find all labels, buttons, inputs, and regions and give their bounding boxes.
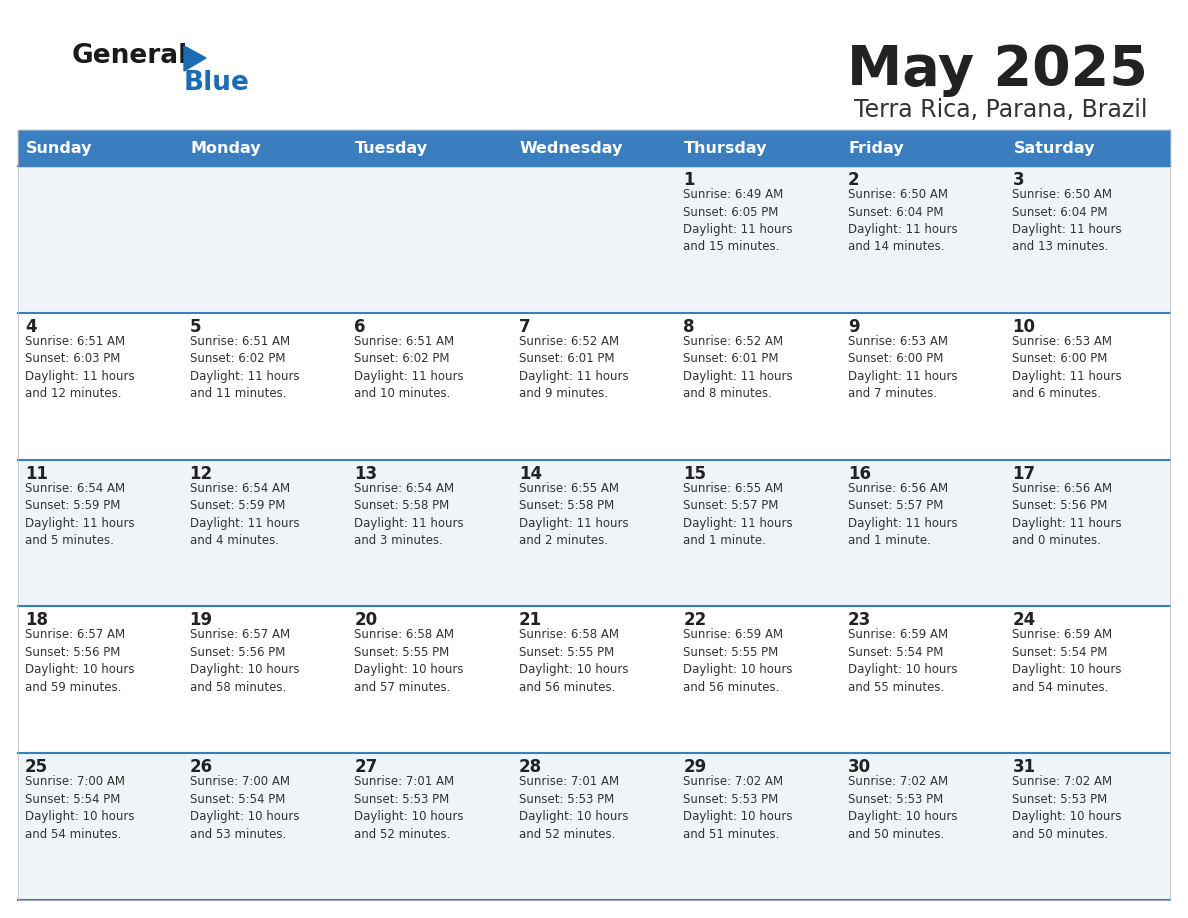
Text: Sunrise: 6:54 AM
Sunset: 5:58 PM
Daylight: 11 hours
and 3 minutes.: Sunrise: 6:54 AM Sunset: 5:58 PM Dayligh… — [354, 482, 463, 547]
Text: 15: 15 — [683, 465, 707, 483]
Text: 9: 9 — [848, 318, 859, 336]
Text: 30: 30 — [848, 758, 871, 777]
Text: May 2025: May 2025 — [847, 43, 1148, 97]
Text: Sunrise: 6:58 AM
Sunset: 5:55 PM
Daylight: 10 hours
and 57 minutes.: Sunrise: 6:58 AM Sunset: 5:55 PM Dayligh… — [354, 629, 463, 694]
Text: Sunrise: 6:59 AM
Sunset: 5:54 PM
Daylight: 10 hours
and 54 minutes.: Sunrise: 6:59 AM Sunset: 5:54 PM Dayligh… — [1012, 629, 1121, 694]
Text: Terra Rica, Parana, Brazil: Terra Rica, Parana, Brazil — [854, 98, 1148, 122]
Bar — [18, 313, 1170, 460]
Text: 22: 22 — [683, 611, 707, 630]
Bar — [18, 460, 1170, 607]
Text: Sunrise: 6:54 AM
Sunset: 5:59 PM
Daylight: 11 hours
and 5 minutes.: Sunrise: 6:54 AM Sunset: 5:59 PM Dayligh… — [25, 482, 134, 547]
Text: General: General — [72, 43, 188, 69]
Text: 18: 18 — [25, 611, 48, 630]
Text: Sunrise: 6:52 AM
Sunset: 6:01 PM
Daylight: 11 hours
and 9 minutes.: Sunrise: 6:52 AM Sunset: 6:01 PM Dayligh… — [519, 335, 628, 400]
Text: Sunrise: 7:02 AM
Sunset: 5:53 PM
Daylight: 10 hours
and 50 minutes.: Sunrise: 7:02 AM Sunset: 5:53 PM Dayligh… — [1012, 775, 1121, 841]
Text: Sunrise: 7:02 AM
Sunset: 5:53 PM
Daylight: 10 hours
and 51 minutes.: Sunrise: 7:02 AM Sunset: 5:53 PM Dayligh… — [683, 775, 792, 841]
Text: 2: 2 — [848, 171, 859, 189]
Text: 29: 29 — [683, 758, 707, 777]
Text: 20: 20 — [354, 611, 378, 630]
Text: Sunrise: 6:53 AM
Sunset: 6:00 PM
Daylight: 11 hours
and 6 minutes.: Sunrise: 6:53 AM Sunset: 6:00 PM Dayligh… — [1012, 335, 1121, 400]
Text: 25: 25 — [25, 758, 49, 777]
Text: Saturday: Saturday — [1013, 140, 1095, 155]
Text: Sunrise: 6:55 AM
Sunset: 5:58 PM
Daylight: 11 hours
and 2 minutes.: Sunrise: 6:55 AM Sunset: 5:58 PM Dayligh… — [519, 482, 628, 547]
Text: Sunrise: 6:51 AM
Sunset: 6:02 PM
Daylight: 11 hours
and 10 minutes.: Sunrise: 6:51 AM Sunset: 6:02 PM Dayligh… — [354, 335, 463, 400]
Bar — [18, 166, 1170, 313]
Text: 1: 1 — [683, 171, 695, 189]
Text: Wednesday: Wednesday — [519, 140, 623, 155]
Text: Friday: Friday — [849, 140, 904, 155]
Text: 7: 7 — [519, 318, 530, 336]
Text: 23: 23 — [848, 611, 871, 630]
Text: Sunrise: 6:57 AM
Sunset: 5:56 PM
Daylight: 10 hours
and 59 minutes.: Sunrise: 6:57 AM Sunset: 5:56 PM Dayligh… — [25, 629, 134, 694]
Text: 31: 31 — [1012, 758, 1036, 777]
Text: Sunrise: 7:01 AM
Sunset: 5:53 PM
Daylight: 10 hours
and 52 minutes.: Sunrise: 7:01 AM Sunset: 5:53 PM Dayligh… — [519, 775, 628, 841]
Text: Sunrise: 6:53 AM
Sunset: 6:00 PM
Daylight: 11 hours
and 7 minutes.: Sunrise: 6:53 AM Sunset: 6:00 PM Dayligh… — [848, 335, 958, 400]
Text: 24: 24 — [1012, 611, 1036, 630]
Text: Sunrise: 6:50 AM
Sunset: 6:04 PM
Daylight: 11 hours
and 14 minutes.: Sunrise: 6:50 AM Sunset: 6:04 PM Dayligh… — [848, 188, 958, 253]
Bar — [18, 607, 1170, 753]
Text: Sunrise: 7:01 AM
Sunset: 5:53 PM
Daylight: 10 hours
and 52 minutes.: Sunrise: 7:01 AM Sunset: 5:53 PM Dayligh… — [354, 775, 463, 841]
Text: Monday: Monday — [190, 140, 261, 155]
Text: Sunrise: 6:56 AM
Sunset: 5:56 PM
Daylight: 11 hours
and 0 minutes.: Sunrise: 6:56 AM Sunset: 5:56 PM Dayligh… — [1012, 482, 1121, 547]
Text: Sunrise: 6:59 AM
Sunset: 5:54 PM
Daylight: 10 hours
and 55 minutes.: Sunrise: 6:59 AM Sunset: 5:54 PM Dayligh… — [848, 629, 958, 694]
Text: 28: 28 — [519, 758, 542, 777]
Text: 12: 12 — [190, 465, 213, 483]
Text: Sunrise: 6:57 AM
Sunset: 5:56 PM
Daylight: 10 hours
and 58 minutes.: Sunrise: 6:57 AM Sunset: 5:56 PM Dayligh… — [190, 629, 299, 694]
Text: Blue: Blue — [184, 70, 249, 96]
Text: Sunrise: 6:50 AM
Sunset: 6:04 PM
Daylight: 11 hours
and 13 minutes.: Sunrise: 6:50 AM Sunset: 6:04 PM Dayligh… — [1012, 188, 1121, 253]
Text: 6: 6 — [354, 318, 366, 336]
Text: 3: 3 — [1012, 171, 1024, 189]
Polygon shape — [184, 46, 206, 71]
Text: 27: 27 — [354, 758, 378, 777]
Bar — [18, 753, 1170, 900]
Text: 17: 17 — [1012, 465, 1036, 483]
Text: 14: 14 — [519, 465, 542, 483]
Text: 8: 8 — [683, 318, 695, 336]
Bar — [18, 130, 1170, 900]
Text: Sunrise: 6:54 AM
Sunset: 5:59 PM
Daylight: 11 hours
and 4 minutes.: Sunrise: 6:54 AM Sunset: 5:59 PM Dayligh… — [190, 482, 299, 547]
Text: 26: 26 — [190, 758, 213, 777]
Text: 21: 21 — [519, 611, 542, 630]
Text: Tuesday: Tuesday — [355, 140, 428, 155]
Text: 13: 13 — [354, 465, 378, 483]
Text: Sunrise: 6:51 AM
Sunset: 6:03 PM
Daylight: 11 hours
and 12 minutes.: Sunrise: 6:51 AM Sunset: 6:03 PM Dayligh… — [25, 335, 134, 400]
Text: 11: 11 — [25, 465, 48, 483]
Text: 16: 16 — [848, 465, 871, 483]
Text: 10: 10 — [1012, 318, 1036, 336]
Text: 4: 4 — [25, 318, 37, 336]
Text: Sunrise: 6:52 AM
Sunset: 6:01 PM
Daylight: 11 hours
and 8 minutes.: Sunrise: 6:52 AM Sunset: 6:01 PM Dayligh… — [683, 335, 792, 400]
Text: 5: 5 — [190, 318, 201, 336]
Text: Sunday: Sunday — [26, 140, 93, 155]
Text: 19: 19 — [190, 611, 213, 630]
Text: Sunrise: 7:00 AM
Sunset: 5:54 PM
Daylight: 10 hours
and 54 minutes.: Sunrise: 7:00 AM Sunset: 5:54 PM Dayligh… — [25, 775, 134, 841]
Text: Sunrise: 6:51 AM
Sunset: 6:02 PM
Daylight: 11 hours
and 11 minutes.: Sunrise: 6:51 AM Sunset: 6:02 PM Dayligh… — [190, 335, 299, 400]
Bar — [18, 130, 1170, 166]
Text: Sunrise: 6:56 AM
Sunset: 5:57 PM
Daylight: 11 hours
and 1 minute.: Sunrise: 6:56 AM Sunset: 5:57 PM Dayligh… — [848, 482, 958, 547]
Text: Sunrise: 6:55 AM
Sunset: 5:57 PM
Daylight: 11 hours
and 1 minute.: Sunrise: 6:55 AM Sunset: 5:57 PM Dayligh… — [683, 482, 792, 547]
Text: Thursday: Thursday — [684, 140, 767, 155]
Text: Sunrise: 7:02 AM
Sunset: 5:53 PM
Daylight: 10 hours
and 50 minutes.: Sunrise: 7:02 AM Sunset: 5:53 PM Dayligh… — [848, 775, 958, 841]
Text: Sunrise: 7:00 AM
Sunset: 5:54 PM
Daylight: 10 hours
and 53 minutes.: Sunrise: 7:00 AM Sunset: 5:54 PM Dayligh… — [190, 775, 299, 841]
Text: Sunrise: 6:49 AM
Sunset: 6:05 PM
Daylight: 11 hours
and 15 minutes.: Sunrise: 6:49 AM Sunset: 6:05 PM Dayligh… — [683, 188, 792, 253]
Text: Sunrise: 6:59 AM
Sunset: 5:55 PM
Daylight: 10 hours
and 56 minutes.: Sunrise: 6:59 AM Sunset: 5:55 PM Dayligh… — [683, 629, 792, 694]
Text: Sunrise: 6:58 AM
Sunset: 5:55 PM
Daylight: 10 hours
and 56 minutes.: Sunrise: 6:58 AM Sunset: 5:55 PM Dayligh… — [519, 629, 628, 694]
